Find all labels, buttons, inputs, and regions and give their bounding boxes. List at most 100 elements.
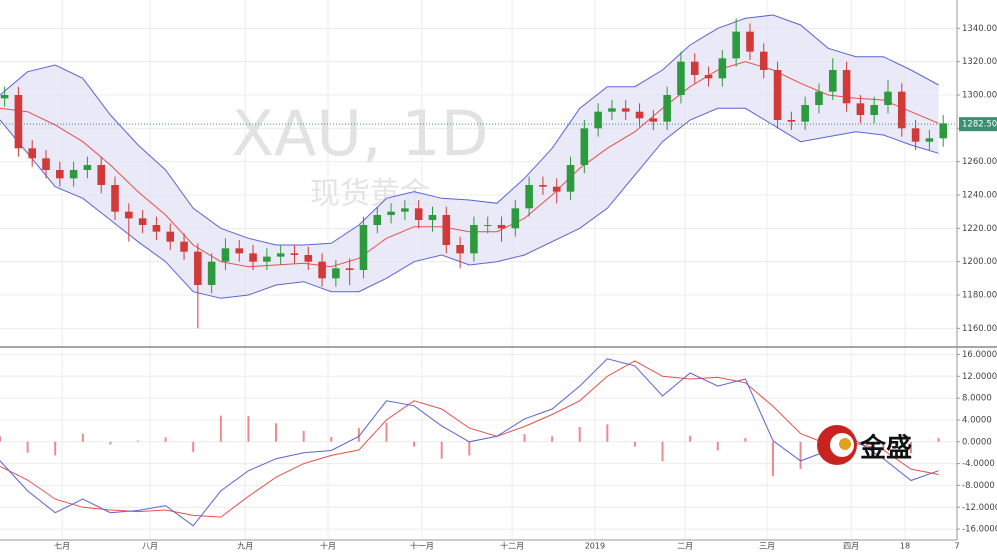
- candle-body: [801, 105, 809, 122]
- histogram-bar: [661, 441, 664, 462]
- candle-body: [925, 138, 934, 142]
- candle-body: [746, 31, 754, 52]
- candle-body: [497, 225, 506, 229]
- x-tick-label: 九月: [237, 542, 253, 551]
- y-tick-label: -4.0000: [962, 459, 995, 469]
- candle-body: [884, 91, 892, 105]
- candle-body: [152, 225, 161, 232]
- candle-body: [787, 120, 796, 122]
- y-tick-label: 1320.00: [962, 57, 997, 67]
- histogram-bar: [413, 441, 416, 447]
- last-price-label: 1282.50: [962, 120, 997, 130]
- histogram-bar: [606, 424, 609, 442]
- candle-body: [704, 75, 713, 79]
- histogram-bar: [54, 441, 57, 456]
- candle-body: [249, 253, 257, 262]
- y-tick-label: 1220.00: [962, 224, 997, 234]
- histogram-bar: [744, 437, 747, 442]
- histogram-bar: [192, 441, 195, 453]
- histogram-bar: [771, 441, 774, 477]
- histogram-bar: [633, 441, 636, 447]
- histogram-bar: [109, 441, 112, 445]
- candle-body: [166, 231, 175, 242]
- histogram-bar: [523, 434, 526, 442]
- candle-body: [815, 91, 823, 105]
- x-tick-label: 三月: [759, 542, 775, 551]
- histogram-bar: [302, 430, 305, 442]
- x-tick-label: 十一月: [410, 541, 434, 551]
- candle-body: [194, 251, 202, 285]
- x-tick-label: 八月: [142, 542, 158, 551]
- candle-body: [207, 261, 216, 285]
- candle-body: [649, 118, 658, 122]
- candle-body: [635, 111, 644, 119]
- candle-body: [939, 123, 947, 139]
- y-tick-label: 1160.00: [962, 324, 997, 334]
- logo-dot: [839, 438, 851, 450]
- candle-body: [180, 241, 188, 252]
- y-tick-label: 1180.00: [962, 291, 997, 301]
- band-fill: [0, 15, 939, 299]
- candle-body: [580, 128, 589, 165]
- candle-body: [773, 70, 782, 120]
- histogram-bar: [440, 441, 443, 459]
- candle-body: [0, 95, 9, 99]
- candle-body: [373, 215, 382, 225]
- y-tick-label: 1340.00: [962, 24, 997, 34]
- x-tick-label: 四月: [843, 542, 859, 551]
- candle-body: [111, 185, 119, 212]
- marks-layer: [0, 14, 957, 527]
- band-middle: [0, 61, 939, 268]
- candle-body: [828, 70, 837, 92]
- x-tick-label: 18: [900, 542, 910, 551]
- y-tick-label: 0.0000: [962, 437, 992, 447]
- candle-body: [870, 105, 878, 115]
- histogram-bar: [799, 441, 802, 470]
- candle-body: [125, 211, 133, 219]
- candle-body: [345, 268, 354, 270]
- candle-body: [566, 165, 575, 192]
- candle-body: [539, 185, 547, 187]
- band-upper: [0, 14, 939, 246]
- candle-body: [911, 128, 920, 142]
- y-tick-label: 8.0000: [962, 394, 992, 404]
- last-price-box: [959, 117, 997, 132]
- candle-body: [759, 51, 768, 70]
- x-tick-label: 7: [954, 542, 959, 551]
- candle-body: [138, 218, 147, 225]
- watermark-title: XAU, 1D: [232, 97, 489, 170]
- candle-body: [28, 148, 37, 159]
- candle-body: [332, 268, 340, 279]
- candle-body: [663, 95, 671, 122]
- candle-body: [608, 108, 616, 112]
- histogram-bar: [882, 441, 885, 451]
- x-tick-label: 2019: [585, 542, 605, 551]
- candle-body: [594, 111, 602, 129]
- candle-body: [401, 208, 409, 212]
- candle-body: [511, 208, 520, 229]
- histogram-bar: [578, 427, 581, 442]
- histogram-bar: [689, 435, 692, 442]
- y-tick-label: 1260.00: [962, 157, 997, 167]
- y-tick-label: 1240.00: [962, 191, 997, 201]
- candle-body: [690, 61, 699, 75]
- candle-body: [621, 108, 630, 112]
- candle-body: [842, 70, 851, 104]
- candle-body: [442, 215, 451, 245]
- candle-body: [276, 253, 285, 257]
- histogram-bar: [219, 415, 222, 442]
- candle-body: [718, 58, 727, 79]
- y-tick-label: 16.0000: [962, 350, 997, 360]
- histogram-bar: [0, 436, 1, 442]
- candle-body: [14, 95, 23, 149]
- y-tick-label: -12.0000: [962, 503, 997, 513]
- histogram-bar: [247, 416, 250, 442]
- histogram-bar: [330, 436, 333, 442]
- candle-body: [414, 208, 423, 220]
- candle-body: [221, 248, 230, 262]
- histogram-bar: [275, 423, 278, 442]
- histogram-bar: [937, 437, 940, 442]
- candle-body: [552, 186, 561, 192]
- histogram-bar: [385, 422, 388, 442]
